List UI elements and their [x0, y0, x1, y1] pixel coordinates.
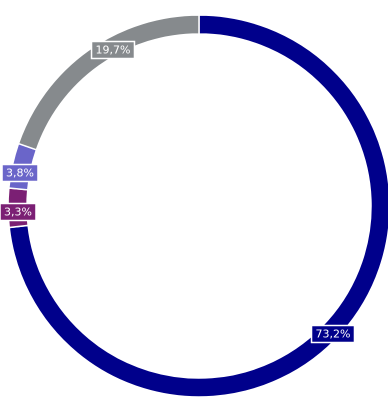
slice-data-label: 19,7%: [90, 40, 136, 60]
slice-label-text: 3,3%: [4, 206, 32, 219]
slice-label-text: 19,7%: [96, 44, 131, 57]
slice-label-box: [0, 202, 37, 222]
slice-label-box: [310, 324, 356, 344]
slice-label-text: 3,8%: [6, 167, 34, 180]
donut-labels: 73,2% 3,3% 3,8% 19,7%: [0, 40, 356, 344]
donut-slice: [8, 14, 388, 398]
donut-slice: [17, 14, 200, 151]
slice-label-text: 73,2%: [316, 328, 351, 341]
slice-label-box: [1, 163, 39, 183]
slice-data-label: 3,8%: [1, 163, 39, 183]
slice-data-label: 73,2%: [310, 324, 356, 344]
slice-data-label: 3,3%: [0, 202, 37, 222]
slice-label-box: [90, 40, 136, 60]
